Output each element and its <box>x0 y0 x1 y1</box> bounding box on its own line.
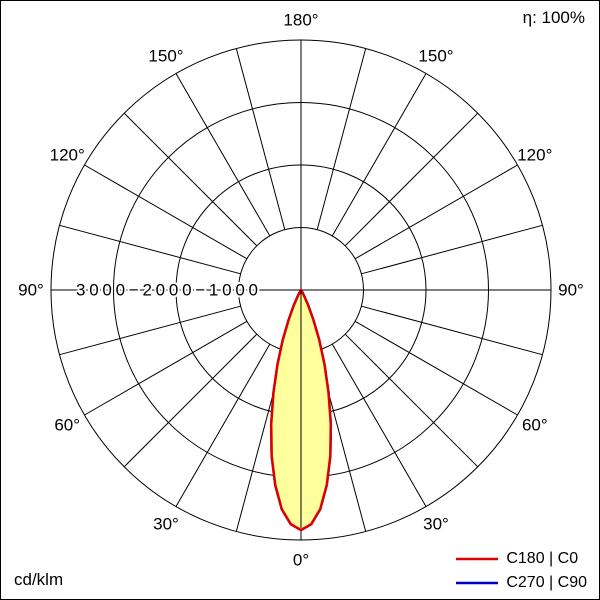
svg-text:180°: 180° <box>283 11 318 30</box>
svg-text:30°: 30° <box>423 514 449 533</box>
svg-text:60°: 60° <box>522 416 548 435</box>
legend-label-c270-c90: C270 | C90 <box>506 574 587 591</box>
svg-text:0°: 0° <box>293 551 309 570</box>
legend-line-blue-icon <box>456 581 499 585</box>
legend-item-c180-c0: C180 | C0 <box>455 550 587 568</box>
svg-text:90°: 90° <box>558 281 584 300</box>
svg-text:60°: 60° <box>54 416 80 435</box>
efficiency-label: η: 100% <box>522 8 585 27</box>
svg-text:120°: 120° <box>50 146 85 165</box>
svg-text:120°: 120° <box>517 146 552 165</box>
svg-text:30°: 30° <box>153 514 179 533</box>
svg-text:90°: 90° <box>18 281 44 300</box>
svg-text:150°: 150° <box>418 47 453 66</box>
legend-line-red-icon <box>456 557 499 561</box>
legend-label-c180-c0: C180 | C0 <box>506 550 579 567</box>
legend-item-c270-c90: C270 | C90 <box>455 574 587 592</box>
unit-label: cd/klm <box>14 570 64 589</box>
legend: C180 | C0 C270 | C90 <box>455 550 587 592</box>
svg-text:150°: 150° <box>148 47 183 66</box>
